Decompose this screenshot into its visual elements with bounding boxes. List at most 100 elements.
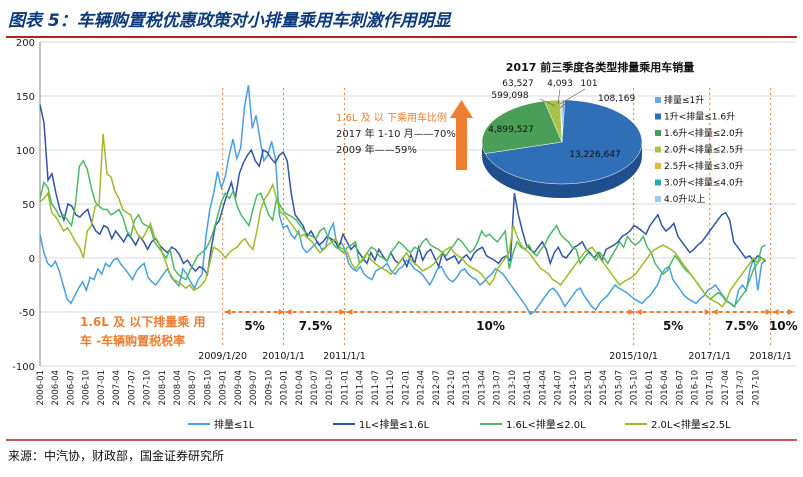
x-tick-label: 2009-01 bbox=[219, 370, 229, 406]
x-tick-label: 2016-10 bbox=[691, 370, 701, 406]
pie-legend-swatch bbox=[655, 196, 661, 202]
policy-date-label: 2009/1/20 bbox=[198, 351, 247, 362]
x-tick-label: 2009-10 bbox=[264, 370, 274, 406]
x-tick-label: 2015-07 bbox=[614, 370, 624, 406]
x-tick-label: 2013-01 bbox=[462, 370, 472, 406]
x-tick-label: 2012-10 bbox=[447, 370, 457, 406]
legend-label: 1L<排量≤1.6L bbox=[359, 418, 430, 431]
pie-legend-swatch bbox=[655, 163, 661, 169]
y-tick-label: 0 bbox=[29, 254, 35, 265]
policy-date-label: 2017/1/1 bbox=[688, 351, 731, 362]
x-tick-label: 2013-10 bbox=[508, 370, 518, 406]
y-tick-label: -50 bbox=[19, 308, 35, 319]
pie-legend-label: 1升<排量≤1.6升 bbox=[664, 111, 735, 123]
legend-label: 2.0L<排量≤2.5L bbox=[651, 418, 731, 431]
policy-date-label: 2015/10/1 bbox=[609, 351, 658, 362]
legend-label: 1.6L<排量≤2.0L bbox=[506, 418, 586, 431]
x-tick-label: 2012-01 bbox=[401, 370, 411, 406]
x-tick-label: 2007-10 bbox=[143, 370, 153, 406]
pie-value-label: 108,169 bbox=[598, 94, 635, 104]
x-tick-label: 2011-04 bbox=[356, 370, 366, 406]
y-tick-label: -100 bbox=[12, 362, 35, 373]
x-tick-label: 2010-10 bbox=[325, 370, 335, 406]
x-tick-label: 2007-01 bbox=[97, 370, 107, 406]
x-tick-label: 2010-04 bbox=[295, 370, 305, 406]
x-tick-label: 2014-04 bbox=[538, 370, 548, 406]
tax-label-line2: 车 -车辆购置税税率 bbox=[80, 333, 185, 348]
pie-inset: 2017 前三季度各类型排量乘用车销量 108,169 13,226,647 4,89… bbox=[482, 60, 744, 205]
x-tick-label: 2008-04 bbox=[173, 370, 183, 406]
pie-legend-label: 1.6升<排量≤2.0升 bbox=[664, 127, 744, 139]
pie-title: 2017 前三季度各类型排量乘用车销量 bbox=[506, 60, 694, 74]
x-tick-label: 2011-07 bbox=[371, 370, 381, 406]
pie-legend-swatch bbox=[655, 130, 661, 136]
pie-legend-swatch bbox=[655, 97, 661, 103]
x-tick-label: 2008-10 bbox=[203, 370, 213, 406]
y-axis: -100 -50 0 50 100 150 200 bbox=[12, 38, 40, 373]
pie-value-label: 4,899,527 bbox=[488, 125, 534, 135]
rate-arrow-left bbox=[346, 309, 352, 315]
rate-label: 5% bbox=[244, 319, 264, 333]
pie-legend-label: 排量≤1升 bbox=[664, 94, 704, 106]
pie-legend-swatch bbox=[655, 180, 661, 186]
rate-label: 7.5% bbox=[299, 319, 332, 333]
pie-legend-swatch bbox=[655, 114, 661, 120]
rate-arrow-left bbox=[712, 309, 718, 315]
x-tick-label: 2015-10 bbox=[630, 370, 640, 406]
x-tick-label: 2016-01 bbox=[645, 370, 655, 406]
x-tick-label: 2008-01 bbox=[158, 370, 168, 406]
rate-arrow-left bbox=[636, 309, 642, 315]
pie-value-label: 13,226,647 bbox=[569, 150, 621, 160]
y-tick-label: 200 bbox=[16, 38, 35, 49]
ratio-2009: 2009 年——59% bbox=[336, 143, 417, 156]
pie-legend-label: 3.0升<排量≤4.0升 bbox=[664, 177, 744, 189]
x-tick-label: 2016-07 bbox=[675, 370, 685, 406]
x-tick-label: 2006-10 bbox=[82, 370, 92, 406]
rate-label: 5% bbox=[663, 319, 683, 333]
x-tick-label: 2006-01 bbox=[36, 370, 46, 406]
pie-value-label: 101 bbox=[580, 79, 597, 89]
x-tick-label: 2010-07 bbox=[310, 370, 320, 406]
ratio-title: 1.6L 及 以 下乘用车比例 bbox=[336, 111, 447, 124]
pie-legend-label: 2.0升<排量≤2.5升 bbox=[664, 144, 744, 156]
source-note: 来源：中汽协，财政部，国金证券研究所 bbox=[8, 448, 224, 463]
x-tick-label: 2017-10 bbox=[751, 370, 761, 406]
pie-value-label: 599,098 bbox=[491, 91, 528, 101]
rate-label: 7.5% bbox=[725, 319, 758, 333]
figure-title: 图表 5：车辆购置税优惠政策对小排量乘用车刺激作用明显 bbox=[8, 11, 452, 31]
y-tick-label: 100 bbox=[16, 146, 35, 157]
x-tick-label: 2014-10 bbox=[569, 370, 579, 406]
x-tick-label: 2006-07 bbox=[66, 370, 76, 406]
y-tick-label: 50 bbox=[22, 200, 35, 211]
x-tick-label: 2013-07 bbox=[493, 370, 503, 406]
x-tick-label: 2008-07 bbox=[188, 370, 198, 406]
rate-arrow-left bbox=[225, 309, 231, 315]
ratio-2017: 2017 年 1-10 月——70% bbox=[336, 127, 456, 140]
y-tick-label: 150 bbox=[16, 92, 35, 103]
pie-value-label: 4,093 bbox=[547, 79, 573, 89]
x-tick-label: 2012-04 bbox=[417, 370, 427, 406]
x-tick-label: 2009-07 bbox=[249, 370, 259, 406]
policy-date-label: 2018/1/1 bbox=[749, 351, 792, 362]
policy-date-label: 2011/1/1 bbox=[323, 351, 366, 362]
x-tick-label: 2013-04 bbox=[477, 370, 487, 406]
x-tick-label: 2010-01 bbox=[280, 370, 290, 406]
x-tick-label: 2014-01 bbox=[523, 370, 533, 406]
x-tick-label: 2014-07 bbox=[554, 370, 564, 406]
pie-legend-label: 2.5升<排量≤3.0升 bbox=[664, 160, 744, 172]
x-tick-label: 2015-04 bbox=[599, 370, 609, 406]
x-tick-label: 2006-04 bbox=[51, 370, 61, 406]
rate-arrow-right bbox=[788, 309, 794, 315]
x-tick-label: 2017-04 bbox=[721, 370, 731, 406]
x-tick-label: 2017-07 bbox=[736, 370, 746, 406]
x-tick-label: 2017-01 bbox=[706, 370, 716, 406]
x-tick-label: 2016-04 bbox=[660, 370, 670, 406]
rate-label: 10% bbox=[769, 319, 798, 333]
pie-legend-swatch bbox=[655, 147, 661, 153]
x-tick-label: 2012-07 bbox=[432, 370, 442, 406]
series-line bbox=[40, 134, 766, 307]
x-tick-label: 2011-01 bbox=[340, 370, 350, 406]
